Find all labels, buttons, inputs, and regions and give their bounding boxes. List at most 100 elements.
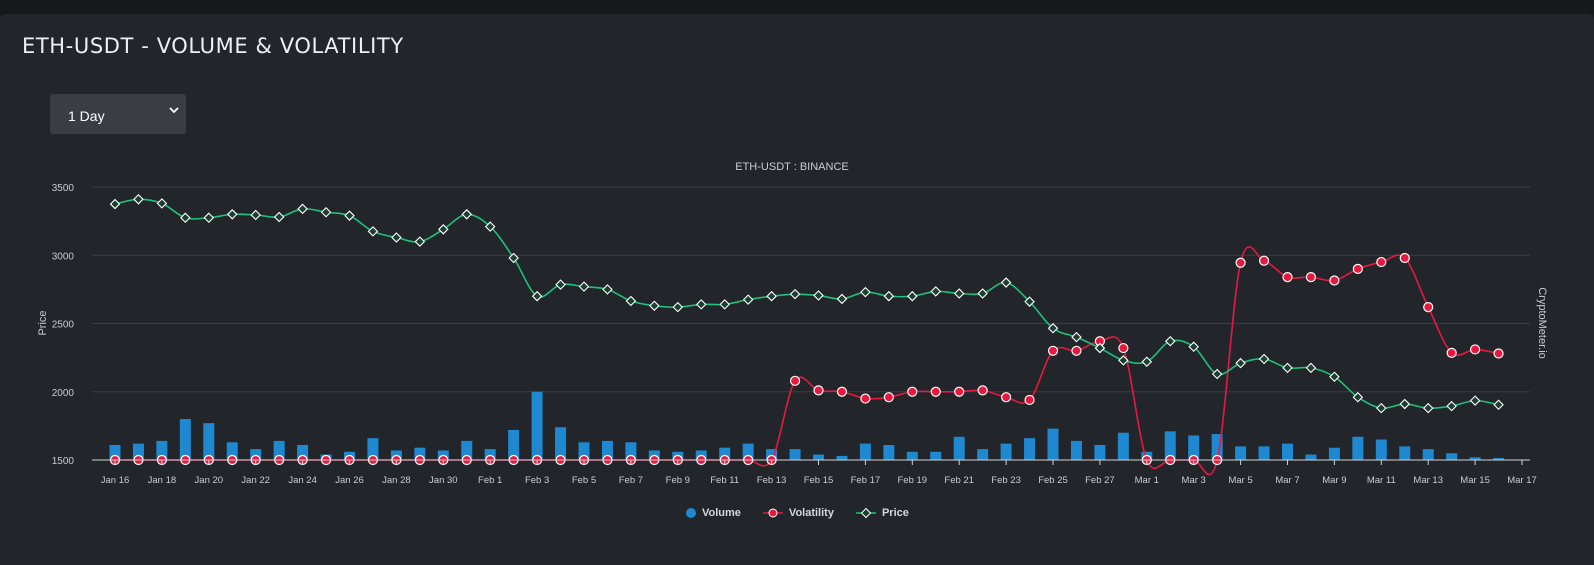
x-tick-label: Jan 30 [429, 475, 458, 486]
volatility-point [1024, 394, 1035, 406]
x-tick-label: Mar 7 [1275, 475, 1299, 486]
x-tick-label: Jan 24 [288, 475, 317, 486]
volume-bar [1282, 443, 1293, 460]
volume-bar [1493, 457, 1505, 460]
volatility-point [1305, 271, 1317, 283]
volatility-line [114, 246, 1499, 476]
price-point [531, 290, 543, 302]
price-point [1164, 335, 1176, 347]
volume-bar [508, 429, 520, 460]
price-point [1469, 395, 1481, 406]
price-point [953, 288, 965, 299]
volume-bar [461, 440, 473, 460]
price-point [860, 286, 871, 298]
volume-bar [1211, 434, 1223, 460]
x-tick-label: Mar 5 [1228, 475, 1252, 486]
price-line [114, 198, 1499, 410]
volume-bar [1446, 453, 1458, 460]
volume-bar [203, 423, 215, 460]
legend-item-price[interactable]: Price [855, 507, 909, 519]
legend-item-volume[interactable]: Volume [686, 507, 741, 519]
price-point [742, 294, 754, 305]
x-tick-label: Feb 3 [525, 475, 549, 486]
legend-item-volatility[interactable]: Volatility [762, 507, 834, 519]
volume-bar [859, 443, 871, 460]
volume-bar [367, 438, 379, 460]
price-point [1235, 357, 1246, 369]
price-point [461, 209, 473, 220]
volatility-point [954, 386, 965, 397]
volume-bar [1328, 447, 1340, 460]
volatility-point [907, 386, 918, 397]
x-tick-label: Mar 15 [1460, 475, 1490, 486]
price-point [391, 232, 402, 243]
volatility-point [1047, 345, 1059, 356]
price-point [180, 212, 191, 223]
price-point [555, 279, 566, 290]
volatility-point [789, 375, 801, 386]
x-tick-label: Jan 26 [335, 475, 364, 486]
volume-bar [555, 427, 567, 460]
volatility-point [1493, 348, 1504, 359]
volatility-point [930, 386, 941, 397]
volatility-point [1376, 256, 1387, 268]
volatility-point [1329, 275, 1340, 286]
x-tick-label: Feb 25 [1038, 475, 1068, 486]
volume-bar [1117, 432, 1129, 460]
volatility-point [1282, 271, 1293, 283]
watermark-text: CryptoMeter.io [1536, 287, 1548, 359]
price-point [1258, 353, 1270, 365]
price-point [297, 203, 308, 215]
top-bar [0, 0, 1594, 14]
volume-bar [297, 444, 309, 460]
x-tick-label: Feb 9 [666, 475, 690, 486]
legend-volume-label: Volume [702, 507, 741, 519]
price-point [344, 210, 355, 221]
price-point [649, 300, 660, 312]
y-tick-label: 2000 [52, 388, 75, 399]
price-point [1118, 355, 1129, 366]
price-point [156, 198, 168, 209]
x-tick-label: Jan 18 [148, 475, 177, 486]
price-point [250, 209, 261, 221]
x-tick-label: Mar 9 [1322, 475, 1346, 486]
price-point [508, 252, 519, 264]
timeframe-select[interactable]: 1 Day [50, 94, 186, 134]
price-point [1141, 356, 1153, 367]
x-tick-label: Mar 11 [1367, 475, 1396, 486]
volatility-point [836, 386, 848, 397]
price-point [320, 206, 332, 218]
x-tick-label: Feb 21 [944, 475, 974, 486]
chevron-down-icon [169, 107, 179, 114]
volume-bar [1164, 431, 1176, 460]
volume-bar [1047, 428, 1059, 460]
volatility-point [1446, 347, 1457, 358]
x-tick-label: Feb 7 [619, 475, 643, 486]
x-tick-label: Jan 16 [101, 475, 130, 486]
price-point [484, 221, 496, 232]
volatility-point [1118, 342, 1129, 354]
x-tick-label: Feb 5 [572, 475, 596, 486]
volume-bar [766, 449, 778, 460]
price-point [1071, 331, 1082, 343]
y-tick-label: 2500 [52, 320, 75, 331]
x-tick-label: Feb 23 [991, 475, 1021, 486]
volume-bar [742, 443, 754, 460]
y-tick-label: 1500 [52, 456, 75, 467]
price-point [1094, 342, 1106, 354]
price-point [602, 284, 613, 295]
volume-bar [1024, 438, 1036, 460]
volume-bar [953, 436, 965, 460]
price-point [438, 224, 449, 235]
price-point [789, 288, 801, 300]
x-tick-label: Mar 17 [1507, 475, 1537, 486]
price-point [672, 301, 684, 313]
price-point [813, 290, 824, 301]
chart-title: ETH-USDT : BINANCE [735, 161, 848, 173]
volume-bar [1352, 436, 1364, 460]
x-tick-label: Jan 22 [241, 475, 270, 486]
price-point [273, 211, 285, 223]
x-tick-label: Mar 1 [1135, 475, 1159, 486]
x-tick-label: Feb 11 [710, 475, 739, 486]
price-point [1211, 368, 1223, 380]
